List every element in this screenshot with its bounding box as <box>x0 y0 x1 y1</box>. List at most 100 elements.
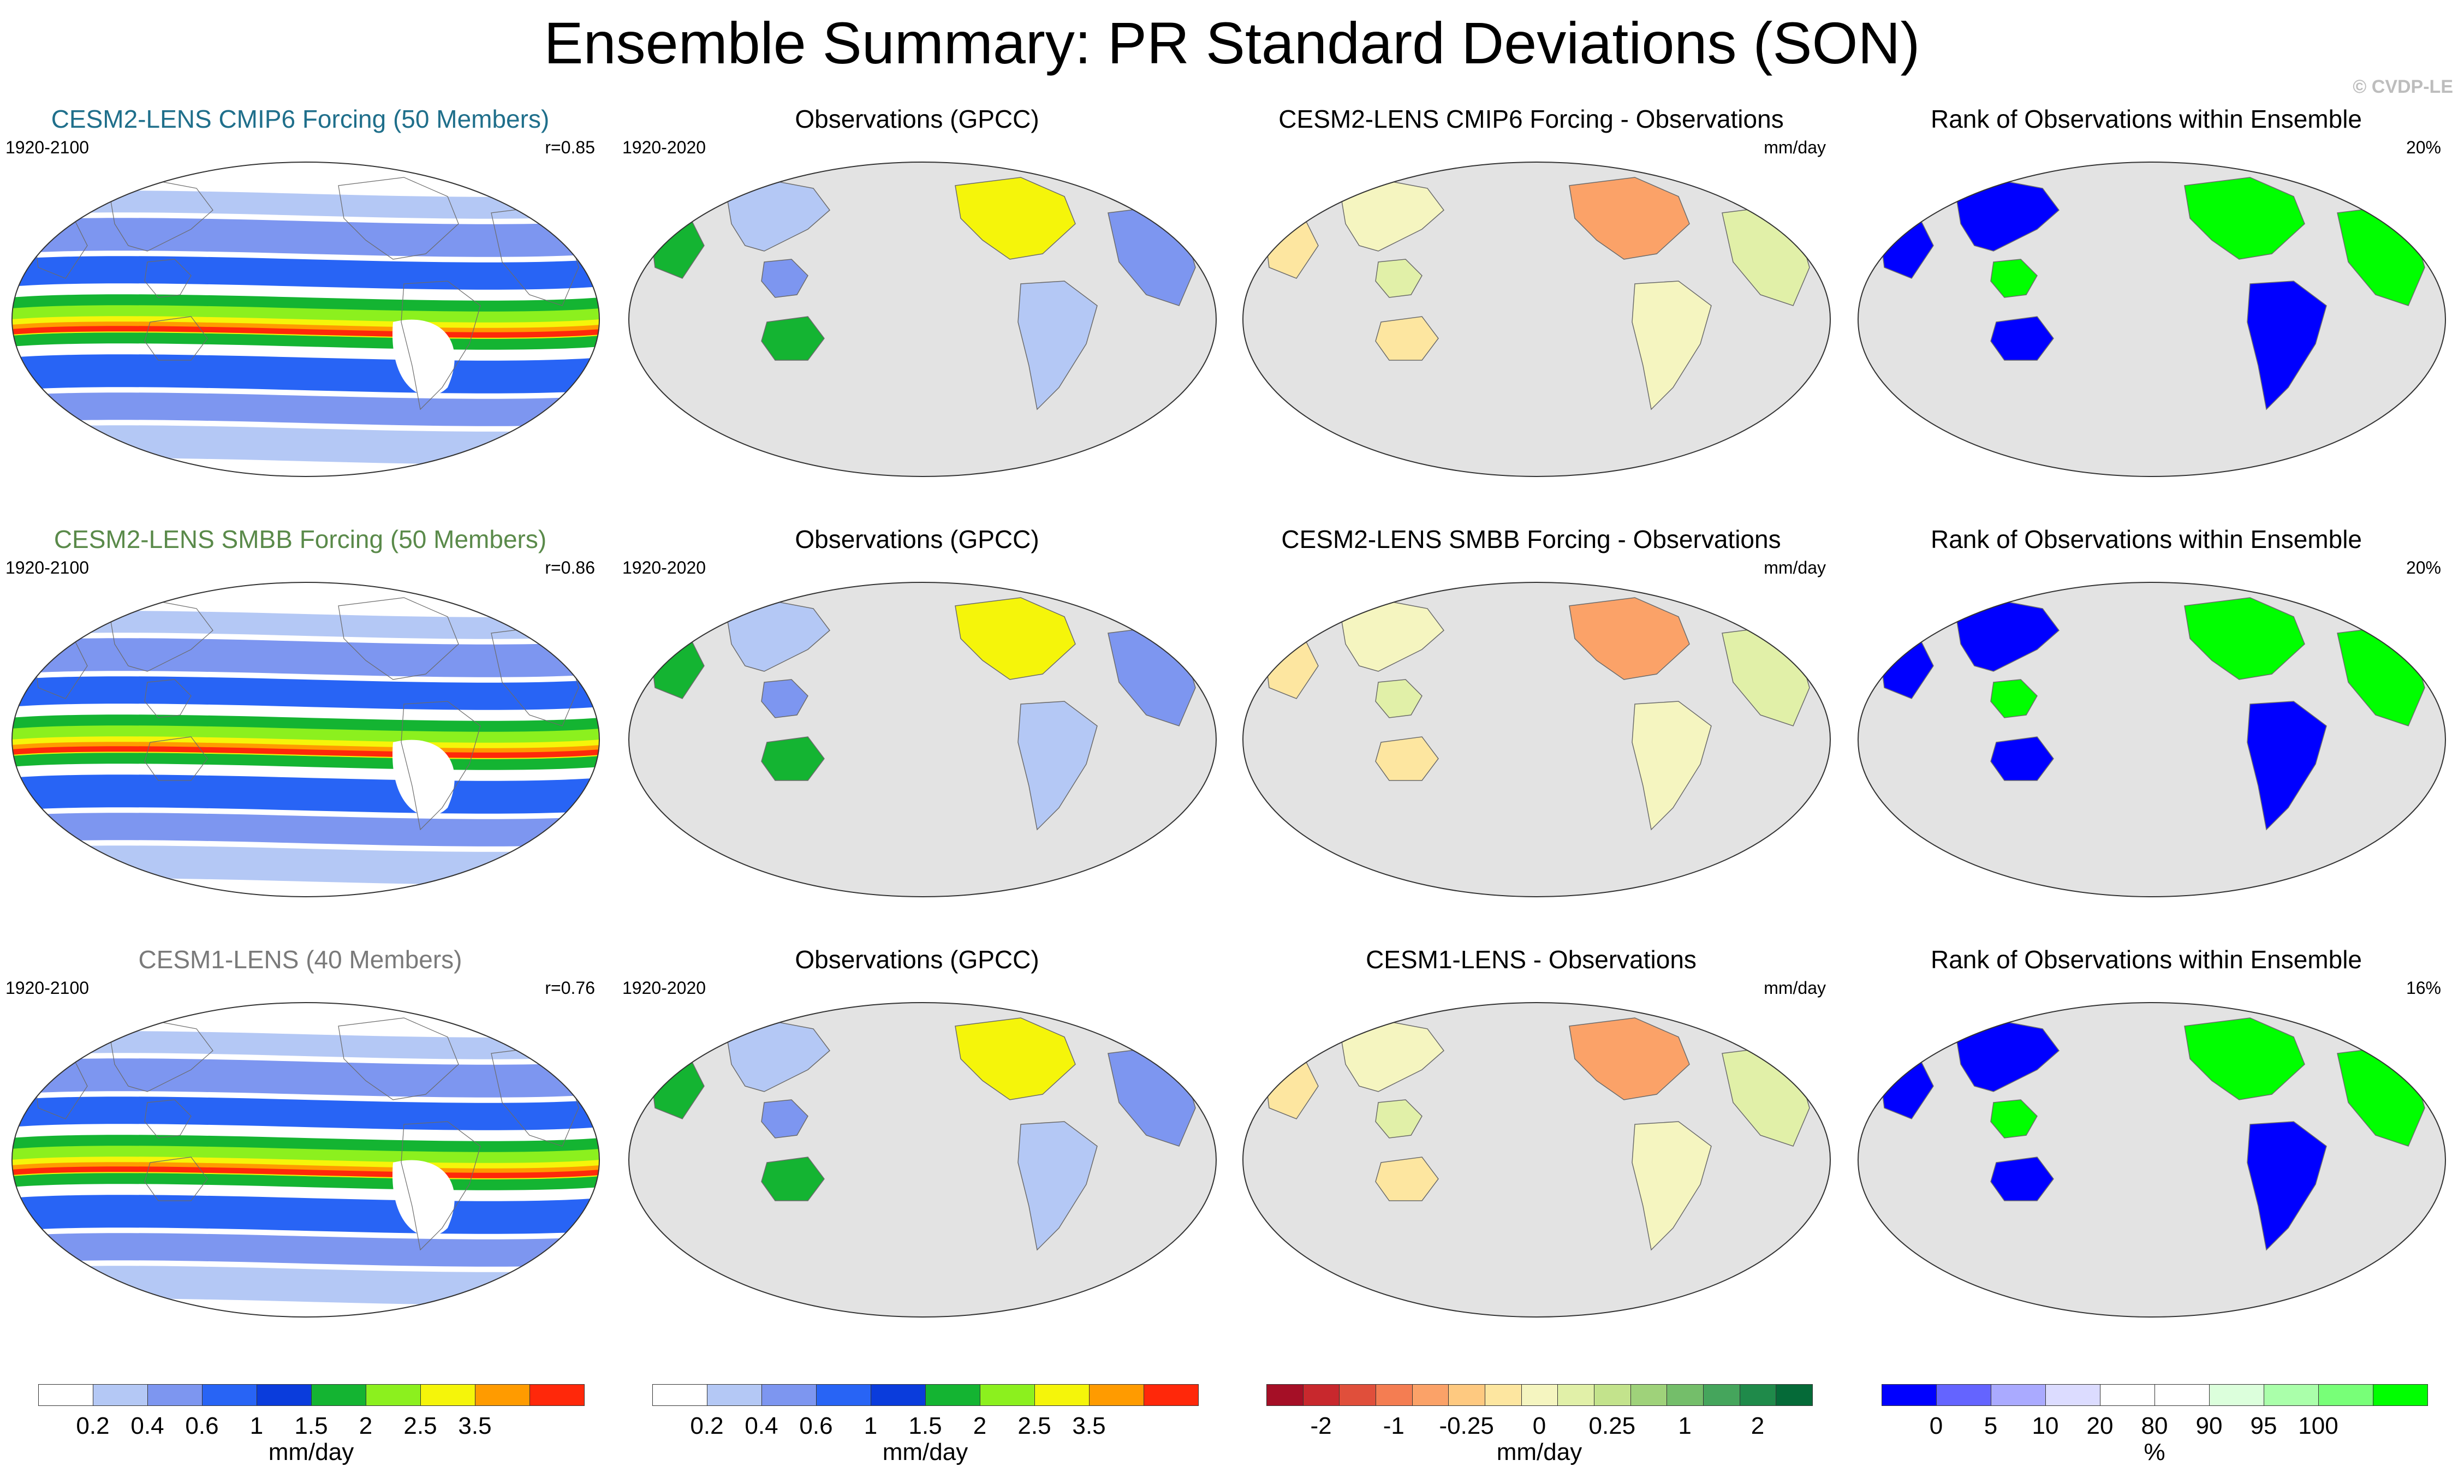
colorbar-tick-label: 2 <box>359 1413 373 1439</box>
period-label: 1920-2100 <box>5 138 90 157</box>
panel-obs-row2: Observations (GPCC) 1920-2020 <box>617 524 1217 906</box>
world-map-diff <box>1242 162 1831 477</box>
colorbar-box <box>1776 1384 1813 1406</box>
units-label: mm/day <box>1764 558 1826 577</box>
colorbar-box <box>38 1384 93 1406</box>
colorbar-tick-label: 3.5 <box>1072 1413 1106 1439</box>
world-map-rank <box>1858 162 2446 477</box>
colorbar-box <box>2318 1384 2373 1406</box>
colorbar-box <box>366 1384 421 1406</box>
colorbar-tick-label: 0.2 <box>76 1413 110 1439</box>
colorbar-box <box>1557 1384 1595 1406</box>
period-label: 1920-2100 <box>5 978 90 998</box>
colorbar-tick-label: 95 <box>2250 1413 2277 1439</box>
colorbar-box <box>1412 1384 1449 1406</box>
panel-title-obs-row3: Observations (GPCC) <box>795 945 1039 974</box>
colorbar-tick-label: 0.4 <box>745 1413 778 1439</box>
period-label: 1920-2020 <box>622 978 706 998</box>
colorbar-box <box>980 1384 1035 1406</box>
panel-title-rank-row2: Rank of Observations within Ensemble <box>1930 525 2362 553</box>
colorbar-box <box>1266 1384 1304 1406</box>
colorbar-box <box>1448 1384 1486 1406</box>
pattern-correlation-label: r=0.86 <box>545 558 595 577</box>
colorbar-box <box>1667 1384 1704 1406</box>
colorbar-3: -2 -1 -0.25 0 0.25 1 2 mm/day <box>1266 1384 1813 1471</box>
world-map-model <box>11 1002 600 1318</box>
colorbar-box <box>1485 1384 1522 1406</box>
colorbar-box <box>475 1384 530 1406</box>
panel-rank-row2: Rank of Observations within Ensemble 20% <box>1846 524 2447 906</box>
colorbar-box <box>1302 1384 1340 1406</box>
colorbar-tick-label: 0 <box>1929 1413 1943 1439</box>
credit-label: © CVDP-LE <box>2353 76 2453 97</box>
panel-model-row2: CESM2-LENS SMBB Forcing (50 Members) 1920… <box>0 524 600 906</box>
colorbar-box <box>1703 1384 1740 1406</box>
colorbar-tick-label: 0.6 <box>799 1413 833 1439</box>
colorbar-box <box>2045 1384 2100 1406</box>
colorbar-box <box>1882 1384 1937 1406</box>
colorbar-tick-label: 10 <box>2032 1413 2059 1439</box>
panel-rank-row3: Rank of Observations within Ensemble 16% <box>1846 944 2447 1326</box>
colorbar-tick-label: 0.6 <box>185 1413 219 1439</box>
colorbar-tick-label: 2.5 <box>403 1413 437 1439</box>
colorbar-box <box>1630 1384 1668 1406</box>
colorbar-box <box>2264 1384 2319 1406</box>
colorbar-box <box>2209 1384 2264 1406</box>
colorbar-tick-label: 20 <box>2086 1413 2114 1439</box>
panel-title-model-row3: CESM1-LENS (40 Members) <box>138 945 462 974</box>
colorbar-tick-label: 1 <box>864 1413 878 1439</box>
units-label: mm/day <box>1764 138 1826 157</box>
colorbar-box <box>2154 1384 2210 1406</box>
colorbar-box <box>1089 1384 1144 1406</box>
colorbar-tick-label: -1 <box>1383 1413 1404 1439</box>
colorbar-4: 0 5 10 20 80 90 95 100% <box>1882 1384 2428 1471</box>
rank-percent-label: 20% <box>2406 138 2441 157</box>
world-map-diff <box>1242 1002 1831 1318</box>
colorbar-box <box>707 1384 762 1406</box>
colorbar-box <box>93 1384 148 1406</box>
rank-percent-label: 16% <box>2406 978 2441 998</box>
world-map-diff <box>1242 582 1831 897</box>
colorbar-unit-label: mm/day <box>268 1439 354 1465</box>
panel-title-obs-row2: Observations (GPCC) <box>795 525 1039 553</box>
colorbar-box <box>1991 1384 2046 1406</box>
colorbar-1: 0.2 0.4 0.6 1 1.5 2 2.5 3.5 mm/day <box>38 1384 585 1471</box>
colorbar-tick-label: 3.5 <box>458 1413 492 1439</box>
colorbar-box <box>529 1384 585 1406</box>
colorbar-unit-label: mm/day <box>1496 1439 1582 1465</box>
panel-title-model-row1: CESM2-LENS CMIP6 Forcing (50 Members) <box>51 105 550 133</box>
colorbar-box <box>1739 1384 1777 1406</box>
colorbar-box <box>257 1384 312 1406</box>
colorbar-box <box>420 1384 475 1406</box>
colorbar-tick-label: 0.4 <box>130 1413 164 1439</box>
colorbar-tick-label: 0.2 <box>690 1413 724 1439</box>
colorbar-boxes <box>1882 1384 2428 1406</box>
colorbar-box <box>1594 1384 1631 1406</box>
colorbar-boxes <box>38 1384 585 1406</box>
panel-diff-row3: CESM1-LENS - Observations mm/day <box>1231 944 1831 1326</box>
colorbar-tick-label: -2 <box>1310 1413 1332 1439</box>
colorbar-boxes <box>1266 1384 1813 1406</box>
panel-title-model-row2: CESM2-LENS SMBB Forcing (50 Members) <box>53 525 547 553</box>
colorbar-box <box>1936 1384 1991 1406</box>
colorbar-tick-label: 0 <box>1532 1413 1546 1439</box>
panel-obs-row1: Observations (GPCC) 1920-2020 <box>617 104 1217 486</box>
colorbar-tick-label: 1.5 <box>294 1413 328 1439</box>
colorbar-box <box>925 1384 980 1406</box>
world-map-rank <box>1858 582 2446 897</box>
colorbar-unit-label: mm/day <box>882 1439 968 1465</box>
panel-model-row1: CESM2-LENS CMIP6 Forcing (50 Members) 192… <box>0 104 600 486</box>
panel-title-diff-row1: CESM2-LENS CMIP6 Forcing - Observations <box>1278 105 1784 133</box>
period-label: 1920-2100 <box>5 558 90 577</box>
colorbar-tick-label: 100 <box>2298 1413 2338 1439</box>
colorbar-tick-label: 90 <box>2195 1413 2223 1439</box>
colorbar-unit-label: % <box>2144 1439 2165 1465</box>
colorbar-tick-label: 5 <box>1984 1413 1998 1439</box>
world-map-obs <box>628 162 1217 477</box>
panel-rank-row1: Rank of Observations within Ensemble 20% <box>1846 104 2447 486</box>
colorbar-box <box>652 1384 707 1406</box>
colorbar-box <box>1339 1384 1377 1406</box>
panel-diff-row2: CESM2-LENS SMBB Forcing - Observations mm… <box>1231 524 1831 906</box>
colorbar-box <box>147 1384 203 1406</box>
colorbar-box <box>2100 1384 2155 1406</box>
